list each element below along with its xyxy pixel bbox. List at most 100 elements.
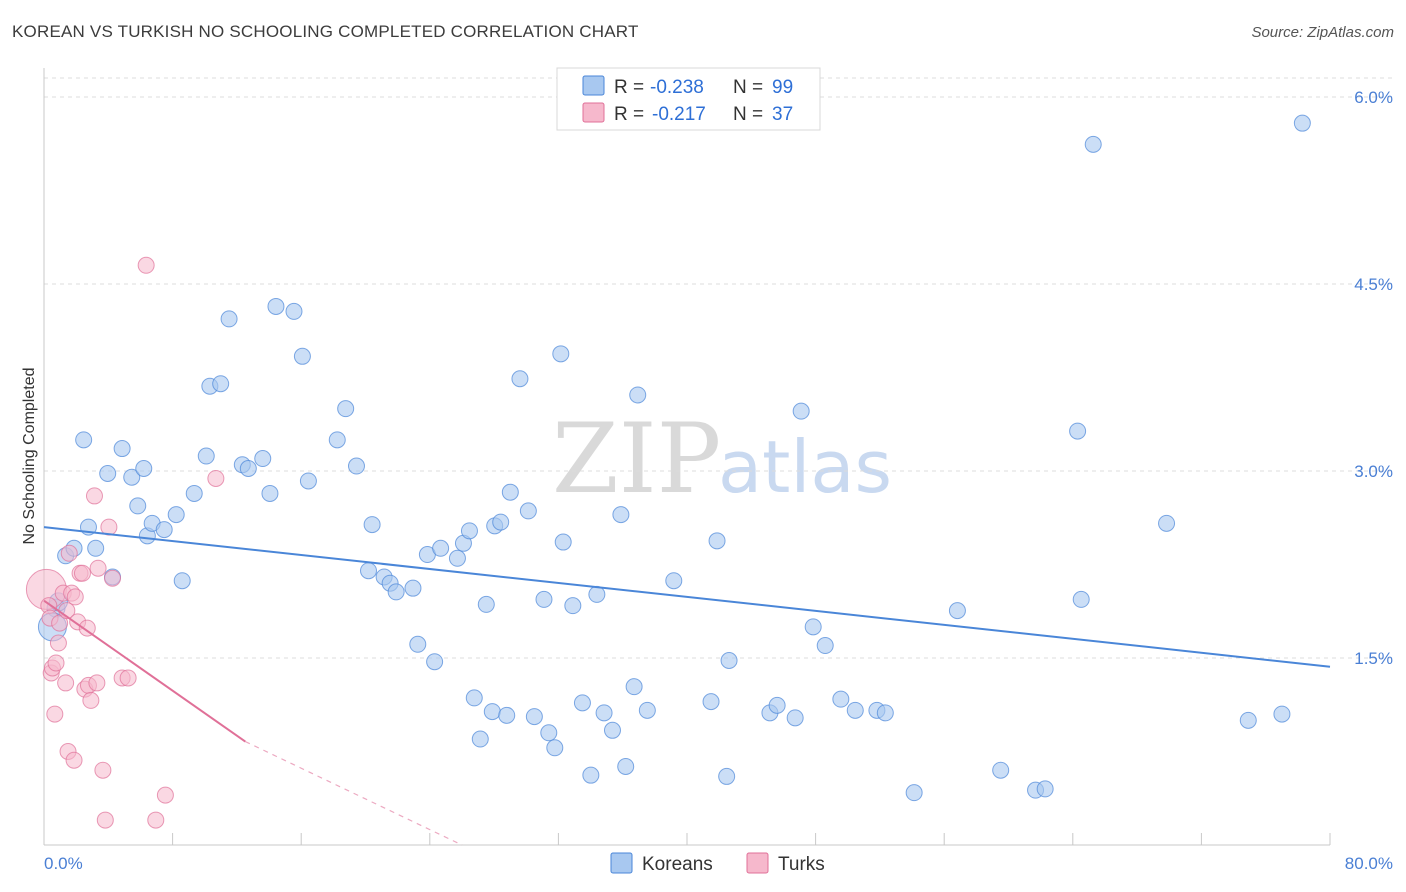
korean-point [448,549,466,567]
y-axis-label: No Schooling Completed [21,368,38,545]
turk-point [88,674,106,692]
korean-point [1293,114,1311,132]
legend-r-label-koreans: R = [614,77,644,98]
korean-point [573,694,591,712]
bottom-legend-label-turks: Turks [778,854,825,875]
x-ticks [43,833,1331,845]
turk-point [156,786,174,804]
korean-point [465,689,483,707]
legend-r-value-koreans: -0.238 [650,77,704,98]
korean-point [1273,705,1291,723]
y-tick-labels: 1.5% 3.0% 4.5% 6.0% [1354,88,1393,668]
turk-point [104,569,122,587]
korean-point [129,497,147,515]
korean-point [612,506,630,524]
korean-point [1036,780,1054,798]
korean-point [1084,135,1102,153]
x-tick-label-min: 0.0% [44,854,83,873]
korean-point [328,431,346,449]
legend-n-value-koreans: 99 [772,77,793,98]
korean-point [1069,422,1087,440]
turk-point [137,256,155,274]
turk-point [119,669,137,687]
turk-point [147,811,165,829]
turk-point [94,761,112,779]
korean-point [471,730,489,748]
watermark-atlas: atlas [718,425,892,509]
turk-point [78,619,96,637]
korean-point [135,460,153,478]
korean-point [404,579,422,597]
legend-n-label-koreans: N = [733,77,763,98]
bottom-legend-label-koreans: Koreans [642,854,713,875]
korean-point [588,585,606,603]
korean-point [768,696,786,714]
korean-point [99,464,117,482]
korean-point [665,572,683,590]
watermark-zip: ZIP [552,403,721,515]
korean-point [720,651,738,669]
turk-point [60,544,78,562]
legend-r-label-turks: R = [614,104,644,125]
turk-point [73,564,91,582]
korean-point [267,297,285,315]
turk-point [96,811,114,829]
korean-point [185,484,203,502]
korean-point [564,597,582,615]
x-tick-label-max: 80.0% [1345,854,1393,873]
korean-point [409,635,427,653]
korean-point [617,757,635,775]
chart-title: KOREAN VS TURKISH NO SCHOOLING COMPLETED… [12,22,639,41]
korean-point [786,709,804,727]
korean-point [629,386,647,404]
turk-point [66,588,84,606]
korean-point [492,513,510,531]
korean-point [625,678,643,696]
korean-point [638,701,656,719]
legend-swatch-koreans [582,75,605,96]
stats-legend: R = -0.238 N = 99 R = -0.217 N = 37 [556,67,821,131]
korean-point [254,450,272,468]
korean-point [525,708,543,726]
korean-point [363,516,381,534]
korean-point [337,400,355,418]
korean-point [816,637,834,655]
turks-series [25,256,225,829]
korean-point [519,502,537,520]
korean-point [905,784,923,802]
watermark: ZIP atlas [552,403,892,515]
korean-point [876,704,894,722]
korean-point [595,704,613,722]
y-tick-label-0: 1.5% [1354,649,1393,668]
turk-point [82,691,100,709]
turk-point [85,487,103,505]
gridlines [44,77,1393,659]
korean-point [239,460,257,478]
korean-point [123,468,141,486]
korean-point [220,310,238,328]
korean-point [804,618,822,636]
korean-point [155,521,173,539]
korean-point [299,472,317,490]
korean-point [75,431,93,449]
korean-point [261,484,279,502]
legend-swatch-turks [582,102,605,123]
korean-point [483,703,501,721]
turk-point [57,674,75,692]
korean-point [718,767,736,785]
korean-point [832,690,850,708]
turk-point [89,559,107,577]
korean-point [347,457,365,475]
korean-point [540,724,558,742]
bottom-legend-swatch-turks [746,852,769,874]
korean-point [702,693,720,711]
legend-r-value-turks: -0.217 [652,104,706,125]
korean-point [501,483,519,501]
korean-point [87,539,105,557]
korean-point [293,347,311,365]
turks-trendline [43,599,246,743]
korean-point [554,533,572,551]
legend-n-label-turks: N = [733,104,763,125]
korean-point [1239,711,1257,729]
y-tick-label-1: 3.0% [1354,462,1393,481]
